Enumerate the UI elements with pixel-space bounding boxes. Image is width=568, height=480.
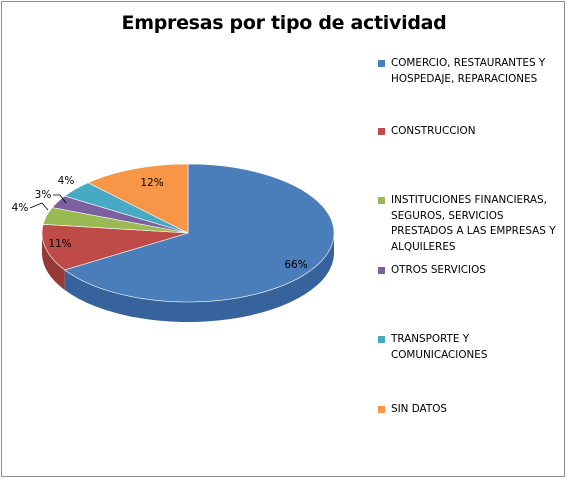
legend-label-4: TRANSPORTE Y COMUNICACIONES bbox=[391, 333, 488, 361]
pie-side-1 bbox=[42, 233, 65, 290]
pie-slice-1 bbox=[41, 224, 189, 271]
chart-title: Empresas por tipo de actividad bbox=[121, 12, 447, 34]
legend-swatch-2 bbox=[378, 197, 385, 204]
legend-swatch-5 bbox=[378, 406, 385, 413]
leader-line-2 bbox=[29, 202, 49, 211]
data-label-0: 66% bbox=[284, 259, 307, 271]
legend-swatch-0 bbox=[378, 60, 385, 67]
data-label-4: 4% bbox=[58, 175, 75, 187]
leader-line-3 bbox=[53, 194, 67, 204]
legend-label-1: CONSTRUCCION bbox=[391, 125, 476, 137]
legend-label-2: INSTITUCIONES FINANCIERAS, SEGUROS, SERV… bbox=[391, 194, 556, 253]
data-label-3: 3% bbox=[35, 189, 52, 201]
legend-swatch-4 bbox=[378, 336, 385, 343]
legend-swatch-1 bbox=[378, 128, 385, 135]
legend-label-5: SIN DATOS bbox=[391, 403, 447, 415]
data-label-2: 4% bbox=[12, 202, 29, 214]
pie-slice-5 bbox=[87, 163, 189, 234]
legend-label-0: COMERCIO, RESTAURANTES Y HOSPEDAJE, REPA… bbox=[391, 57, 546, 85]
data-label-1: 11% bbox=[48, 238, 71, 250]
pie-slice-0 bbox=[64, 163, 335, 303]
legend-swatch-3 bbox=[378, 267, 385, 274]
legend-label-3: OTROS SERVICIOS bbox=[391, 264, 486, 276]
pie-side-0 bbox=[64, 233, 335, 323]
data-label-5: 12% bbox=[140, 177, 163, 189]
